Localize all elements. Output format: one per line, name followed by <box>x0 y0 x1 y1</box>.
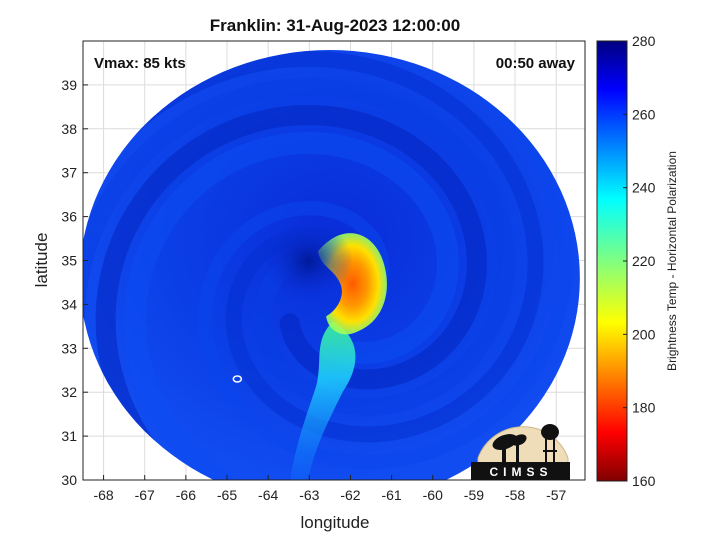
y-tick-label: 33 <box>61 340 77 356</box>
y-tick-label: 35 <box>61 253 77 269</box>
y-tick-label: 39 <box>61 77 77 93</box>
spiral-band <box>83 77 516 454</box>
colorbar-tick-label: 180 <box>632 400 656 416</box>
y-tick-label: 32 <box>61 384 77 400</box>
cloud-bands <box>83 50 580 480</box>
water-tower-icon <box>541 424 559 462</box>
x-axis-ticks: -68 -67 -66 -65 -64 -63 -62 -61 -60 -59 -58 -57 <box>93 475 567 503</box>
rainband-tail <box>290 321 356 480</box>
x-tick-label: -57 <box>546 487 566 503</box>
x-tick-label: -59 <box>464 487 484 503</box>
x-tick-label: -58 <box>505 487 525 503</box>
x-tick-label: -63 <box>299 487 319 503</box>
spiral-band <box>197 50 573 470</box>
y-tick-label: 31 <box>61 428 77 444</box>
colorbar-ticks: 160 180 200 220 240 260 280 <box>623 33 656 489</box>
y-tick-label: 30 <box>61 472 77 488</box>
chart-title: Franklin: 31-Aug-2023 12:00:00 <box>210 16 460 35</box>
vmax-annotation: Vmax: 85 kts <box>94 55 186 72</box>
satellite-dish-icon <box>492 434 527 462</box>
storm-eye <box>263 221 354 302</box>
x-tick-label: -60 <box>423 487 443 503</box>
y-tick-label: 38 <box>61 121 77 137</box>
colorbar-tick-label: 240 <box>632 180 656 196</box>
colorbar-tick-label: 220 <box>632 253 656 269</box>
y-tick-label: 36 <box>61 209 77 225</box>
logo-banner <box>471 462 570 480</box>
colorbar-tick-label: 200 <box>632 326 656 342</box>
y-axis-label: latitude <box>32 233 51 288</box>
cimss-logo: CIMSS <box>471 424 570 480</box>
colorbar-tick-label: 260 <box>632 106 656 122</box>
x-tick-label: -67 <box>135 487 155 503</box>
colorbar-label: Brightness Temp - Horizontal Polarizatio… <box>665 151 679 371</box>
x-tick-label: -66 <box>176 487 196 503</box>
colorbar-tick-label: 280 <box>632 33 656 49</box>
x-tick-label: -68 <box>93 487 113 503</box>
x-tick-label: -62 <box>340 487 360 503</box>
x-tick-label: -64 <box>258 487 278 503</box>
colorbar <box>596 40 628 482</box>
y-tick-label: 37 <box>61 165 77 181</box>
colorbar-tick-label: 160 <box>632 473 656 489</box>
y-tick-label: 34 <box>61 296 77 312</box>
spiral-band <box>124 131 580 480</box>
x-axis-label: longitude <box>300 513 369 532</box>
logo-text: CIMSS <box>489 465 552 479</box>
x-tick-label: -61 <box>381 487 401 503</box>
y-axis-ticks: 30 31 32 33 34 35 36 37 38 39 <box>61 77 88 488</box>
contour-marker <box>232 375 243 383</box>
time-offset-annotation: 00:50 away <box>496 55 576 72</box>
brightness-temp-swath <box>83 50 580 480</box>
x-tick-label: -65 <box>217 487 237 503</box>
